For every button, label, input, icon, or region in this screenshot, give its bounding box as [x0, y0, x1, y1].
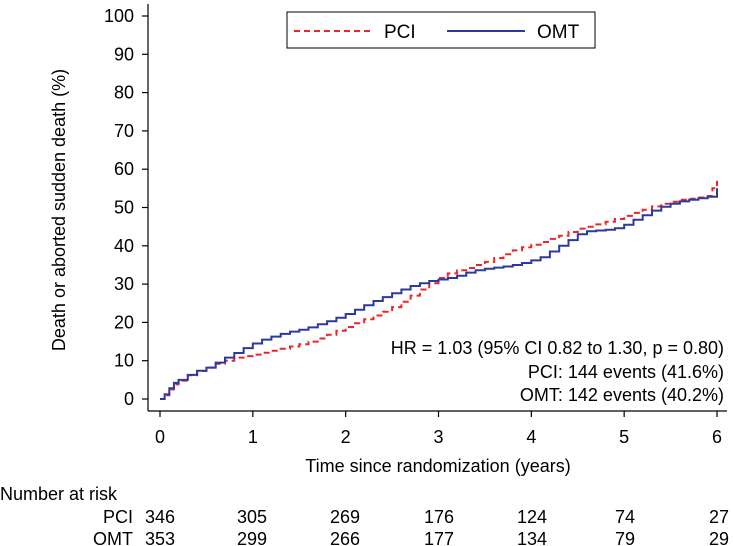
x-tick-label: 3: [433, 427, 443, 447]
risk-table: Number at risk PCI OMT 346 305 269 176 124 74…: [0, 484, 729, 546]
risk-value-omt: 134: [517, 529, 547, 546]
y-tick-label: 40: [114, 236, 134, 256]
y-tick-label: 50: [114, 198, 134, 218]
y-tick-label: 90: [114, 44, 134, 64]
risk-value-pci: 176: [424, 507, 454, 527]
y-axis-title: Death or aborted sudden death (%): [49, 69, 69, 351]
y-tick-label: 10: [114, 351, 134, 371]
risk-value-pci: 269: [330, 507, 360, 527]
risk-value-pci: 27: [709, 507, 729, 527]
y-tick-label: 100: [104, 6, 134, 26]
risk-value-pci: 346: [145, 507, 175, 527]
risk-value-omt: 177: [424, 529, 454, 546]
risk-value-pci: 74: [615, 507, 635, 527]
x-tick-label: 5: [619, 427, 629, 447]
x-tick-label: 4: [526, 427, 536, 447]
hr-annotation: HR = 1.03 (95% CI 0.82 to 1.30, p = 0.80…: [391, 338, 724, 405]
x-tick-label: 1: [248, 427, 258, 447]
x-tick-label: 6: [712, 427, 722, 447]
x-axis-title: Time since randomization (years): [305, 456, 570, 476]
annotation-omt-events: OMT: 142 events (40.2%): [520, 385, 724, 405]
risk-value-omt: 299: [237, 529, 267, 546]
y-tick-label: 0: [124, 389, 134, 409]
annotation-hr: HR = 1.03 (95% CI 0.82 to 1.30, p = 0.80…: [391, 338, 724, 358]
risk-value-omt: 353: [145, 529, 175, 546]
series-line-omt: [160, 188, 718, 400]
risk-value-omt: 266: [330, 529, 360, 546]
risk-row-label-omt: OMT: [93, 529, 133, 546]
risk-value-pci: 124: [517, 507, 547, 527]
y-tick-label: 80: [114, 83, 134, 103]
risk-value-omt: 79: [615, 529, 635, 546]
risk-table-title: Number at risk: [0, 484, 118, 504]
series-line-pci: [160, 180, 718, 400]
legend: PCI OMT: [286, 11, 596, 49]
annotation-pci-events: PCI: 144 events (41.6%): [528, 362, 724, 382]
y-tick-label: 20: [114, 312, 134, 332]
risk-value-omt: 29: [709, 529, 729, 546]
legend-label-pci: PCI: [384, 22, 416, 43]
risk-value-pci: 305: [237, 507, 267, 527]
y-tick-label: 30: [114, 274, 134, 294]
x-tick-label: 2: [341, 427, 351, 447]
legend-label-omt: OMT: [537, 22, 580, 43]
x-tick-label: 0: [155, 427, 165, 447]
y-tick-label: 60: [114, 159, 134, 179]
y-tick-label: 70: [114, 121, 134, 141]
risk-row-label-pci: PCI: [103, 507, 133, 527]
risk-values: 346 305 269 176 124 74 27 353 299 266 177 134 79 29: [145, 507, 729, 546]
